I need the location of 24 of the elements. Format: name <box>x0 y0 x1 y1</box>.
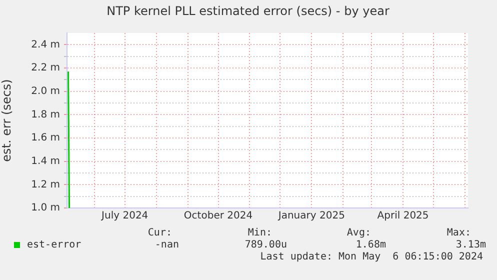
y-tick-label: 1.4 m <box>31 156 60 167</box>
y-tick-label: 1.8 m <box>31 109 60 120</box>
y-tick-label: 1.2 m <box>31 179 60 190</box>
chart-title: NTP kernel PLL estimated error (secs) - by year <box>106 4 390 18</box>
text: 789.00u <box>244 240 287 251</box>
y-tick-label: 1.6 m <box>31 132 60 144</box>
y-tick-label: 1.0 m <box>31 202 60 214</box>
text: Avg: <box>346 228 371 239</box>
x-tick-label: April 2025 <box>377 210 429 222</box>
text: 1.68m <box>356 240 386 251</box>
y-tick-label: 2.0 m <box>31 86 60 97</box>
text: Last update: Mon May 6 06:15:00 2024 <box>260 252 483 263</box>
x-tick-label: October 2024 <box>184 210 253 222</box>
text: Max: <box>446 228 471 239</box>
text: 3.13m <box>456 240 486 251</box>
x-tick-label: January 2025 <box>277 210 345 222</box>
y-axis-title: est. err (secs) <box>0 79 14 162</box>
y-tick-label: 2.4 m <box>31 39 60 50</box>
x-tick-label: July 2024 <box>100 210 148 222</box>
text: -nan <box>154 240 179 251</box>
text: Min: <box>248 228 272 239</box>
text: Cur: <box>148 228 172 239</box>
y-tick-label: 2.2 m <box>31 62 60 74</box>
legend-label: est-error <box>27 240 82 251</box>
